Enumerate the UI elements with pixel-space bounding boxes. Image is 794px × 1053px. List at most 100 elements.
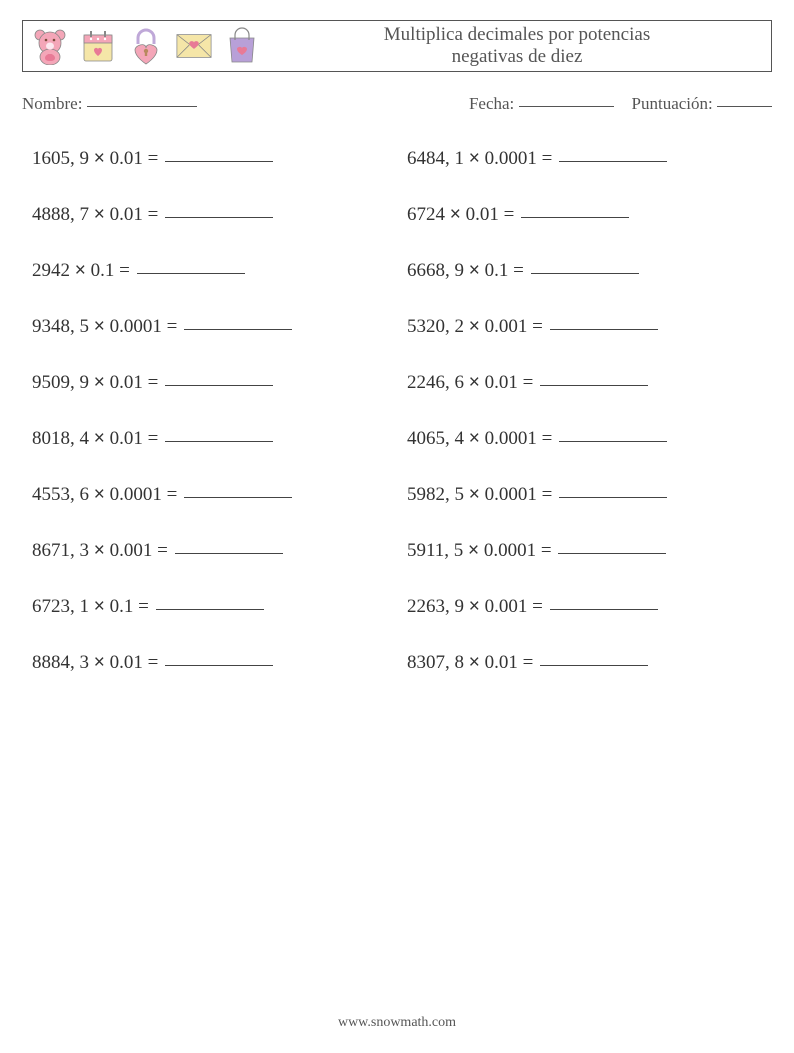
name-line [87,106,197,107]
operand-b: 0.1 [110,596,134,617]
equals-sign: = [148,204,159,225]
equals-sign: = [513,260,524,281]
answer-blank [558,553,666,554]
operand-a: 1605, 9 [32,148,89,169]
problem-left-0: 1605, 9 × 0.01 = [32,148,387,170]
multiply-sign: × [469,652,480,673]
answer-blank [550,609,658,610]
operand-a: 8307, 8 [407,652,464,673]
score-label: Puntuación: [632,94,713,113]
operand-b: 0.01 [110,148,143,169]
operand-a: 5320, 2 [407,316,464,337]
header-box: Multiplica decimales por potenciasnegati… [22,20,772,72]
equals-sign: = [148,652,159,673]
multiply-sign: × [469,260,480,281]
problem-right-5: 4065, 4 × 0.0001 = [407,428,762,450]
multiply-sign: × [94,372,105,393]
operand-a: 6724 [407,204,445,225]
problem-left-1: 4888, 7 × 0.01 = [32,204,387,226]
multiply-sign: × [469,372,480,393]
answer-blank [165,217,273,218]
operand-a: 8671, 3 [32,540,89,561]
equals-sign: = [148,428,159,449]
equals-sign: = [542,148,553,169]
problem-right-2: 6668, 9 × 0.1 = [407,260,762,282]
multiply-sign: × [94,484,105,505]
operand-b: 0.01 [485,372,518,393]
operand-b: 0.001 [485,316,528,337]
operand-a: 5982, 5 [407,484,464,505]
answer-blank [175,553,283,554]
title-line-2: negativas de diez [452,46,583,67]
answer-blank [165,161,273,162]
equals-sign: = [119,260,130,281]
operand-a: 6484, 1 [407,148,464,169]
multiply-sign: × [94,316,105,337]
problem-right-6: 5982, 5 × 0.0001 = [407,484,762,506]
problem-right-1: 6724 × 0.01 = [407,204,762,226]
shopping-bag-heart-icon [223,26,261,66]
answer-blank [165,441,273,442]
multiply-sign: × [75,260,86,281]
problem-right-9: 8307, 8 × 0.01 = [407,652,762,674]
envelope-heart-icon [175,26,213,66]
problem-left-2: 2942 × 0.1 = [32,260,387,282]
multiply-sign: × [469,428,480,449]
header-icons [31,26,261,66]
score-line [717,106,772,107]
equals-sign: = [157,540,168,561]
date-line [519,106,614,107]
problem-right-8: 2263, 9 × 0.001 = [407,596,762,618]
multiply-sign: × [94,428,105,449]
equals-sign: = [167,316,178,337]
equals-sign: = [541,540,552,561]
name-field: Nombre: [22,94,469,114]
operand-a: 9348, 5 [32,316,89,337]
problem-left-9: 8884, 3 × 0.01 = [32,652,387,674]
operand-b: 0.001 [110,540,153,561]
operand-b: 0.0001 [485,428,537,449]
equals-sign: = [167,484,178,505]
name-label: Nombre: [22,94,82,113]
footer: www.snowmath.com [0,1015,794,1031]
score-field: Puntuación: [632,94,772,114]
footer-text: www.snowmath.com [338,1015,456,1030]
operand-b: 0.01 [110,372,143,393]
multiply-sign: × [469,484,480,505]
equals-sign: = [542,428,553,449]
operand-a: 4065, 4 [407,428,464,449]
problem-left-5: 8018, 4 × 0.01 = [32,428,387,450]
date-label: Fecha: [469,94,514,113]
answer-blank [559,441,667,442]
equals-sign: = [532,596,543,617]
operand-a: 6723, 1 [32,596,89,617]
answer-blank [540,665,648,666]
answer-blank [165,385,273,386]
problem-left-6: 4553, 6 × 0.0001 = [32,484,387,506]
answer-blank [531,273,639,274]
multiply-sign: × [468,540,479,561]
multiply-sign: × [94,596,105,617]
operand-a: 4553, 6 [32,484,89,505]
operand-a: 2263, 9 [407,596,464,617]
equals-sign: = [532,316,543,337]
equals-sign: = [523,652,534,673]
operand-b: 0.0001 [484,540,536,561]
operand-b: 0.1 [91,260,115,281]
multiply-sign: × [94,204,105,225]
teddy-bear-icon [31,26,69,66]
problem-right-7: 5911, 5 × 0.0001 = [407,540,762,562]
multiply-sign: × [450,204,461,225]
operand-a: 4888, 7 [32,204,89,225]
operand-a: 5911, 5 [407,540,463,561]
equals-sign: = [138,596,149,617]
operand-b: 0.0001 [485,148,537,169]
problem-left-3: 9348, 5 × 0.0001 = [32,316,387,338]
operand-a: 8884, 3 [32,652,89,673]
equals-sign: = [542,484,553,505]
problem-right-3: 5320, 2 × 0.001 = [407,316,762,338]
multiply-sign: × [469,148,480,169]
answer-blank [559,497,667,498]
operand-b: 0.01 [110,204,143,225]
answer-blank [550,329,658,330]
